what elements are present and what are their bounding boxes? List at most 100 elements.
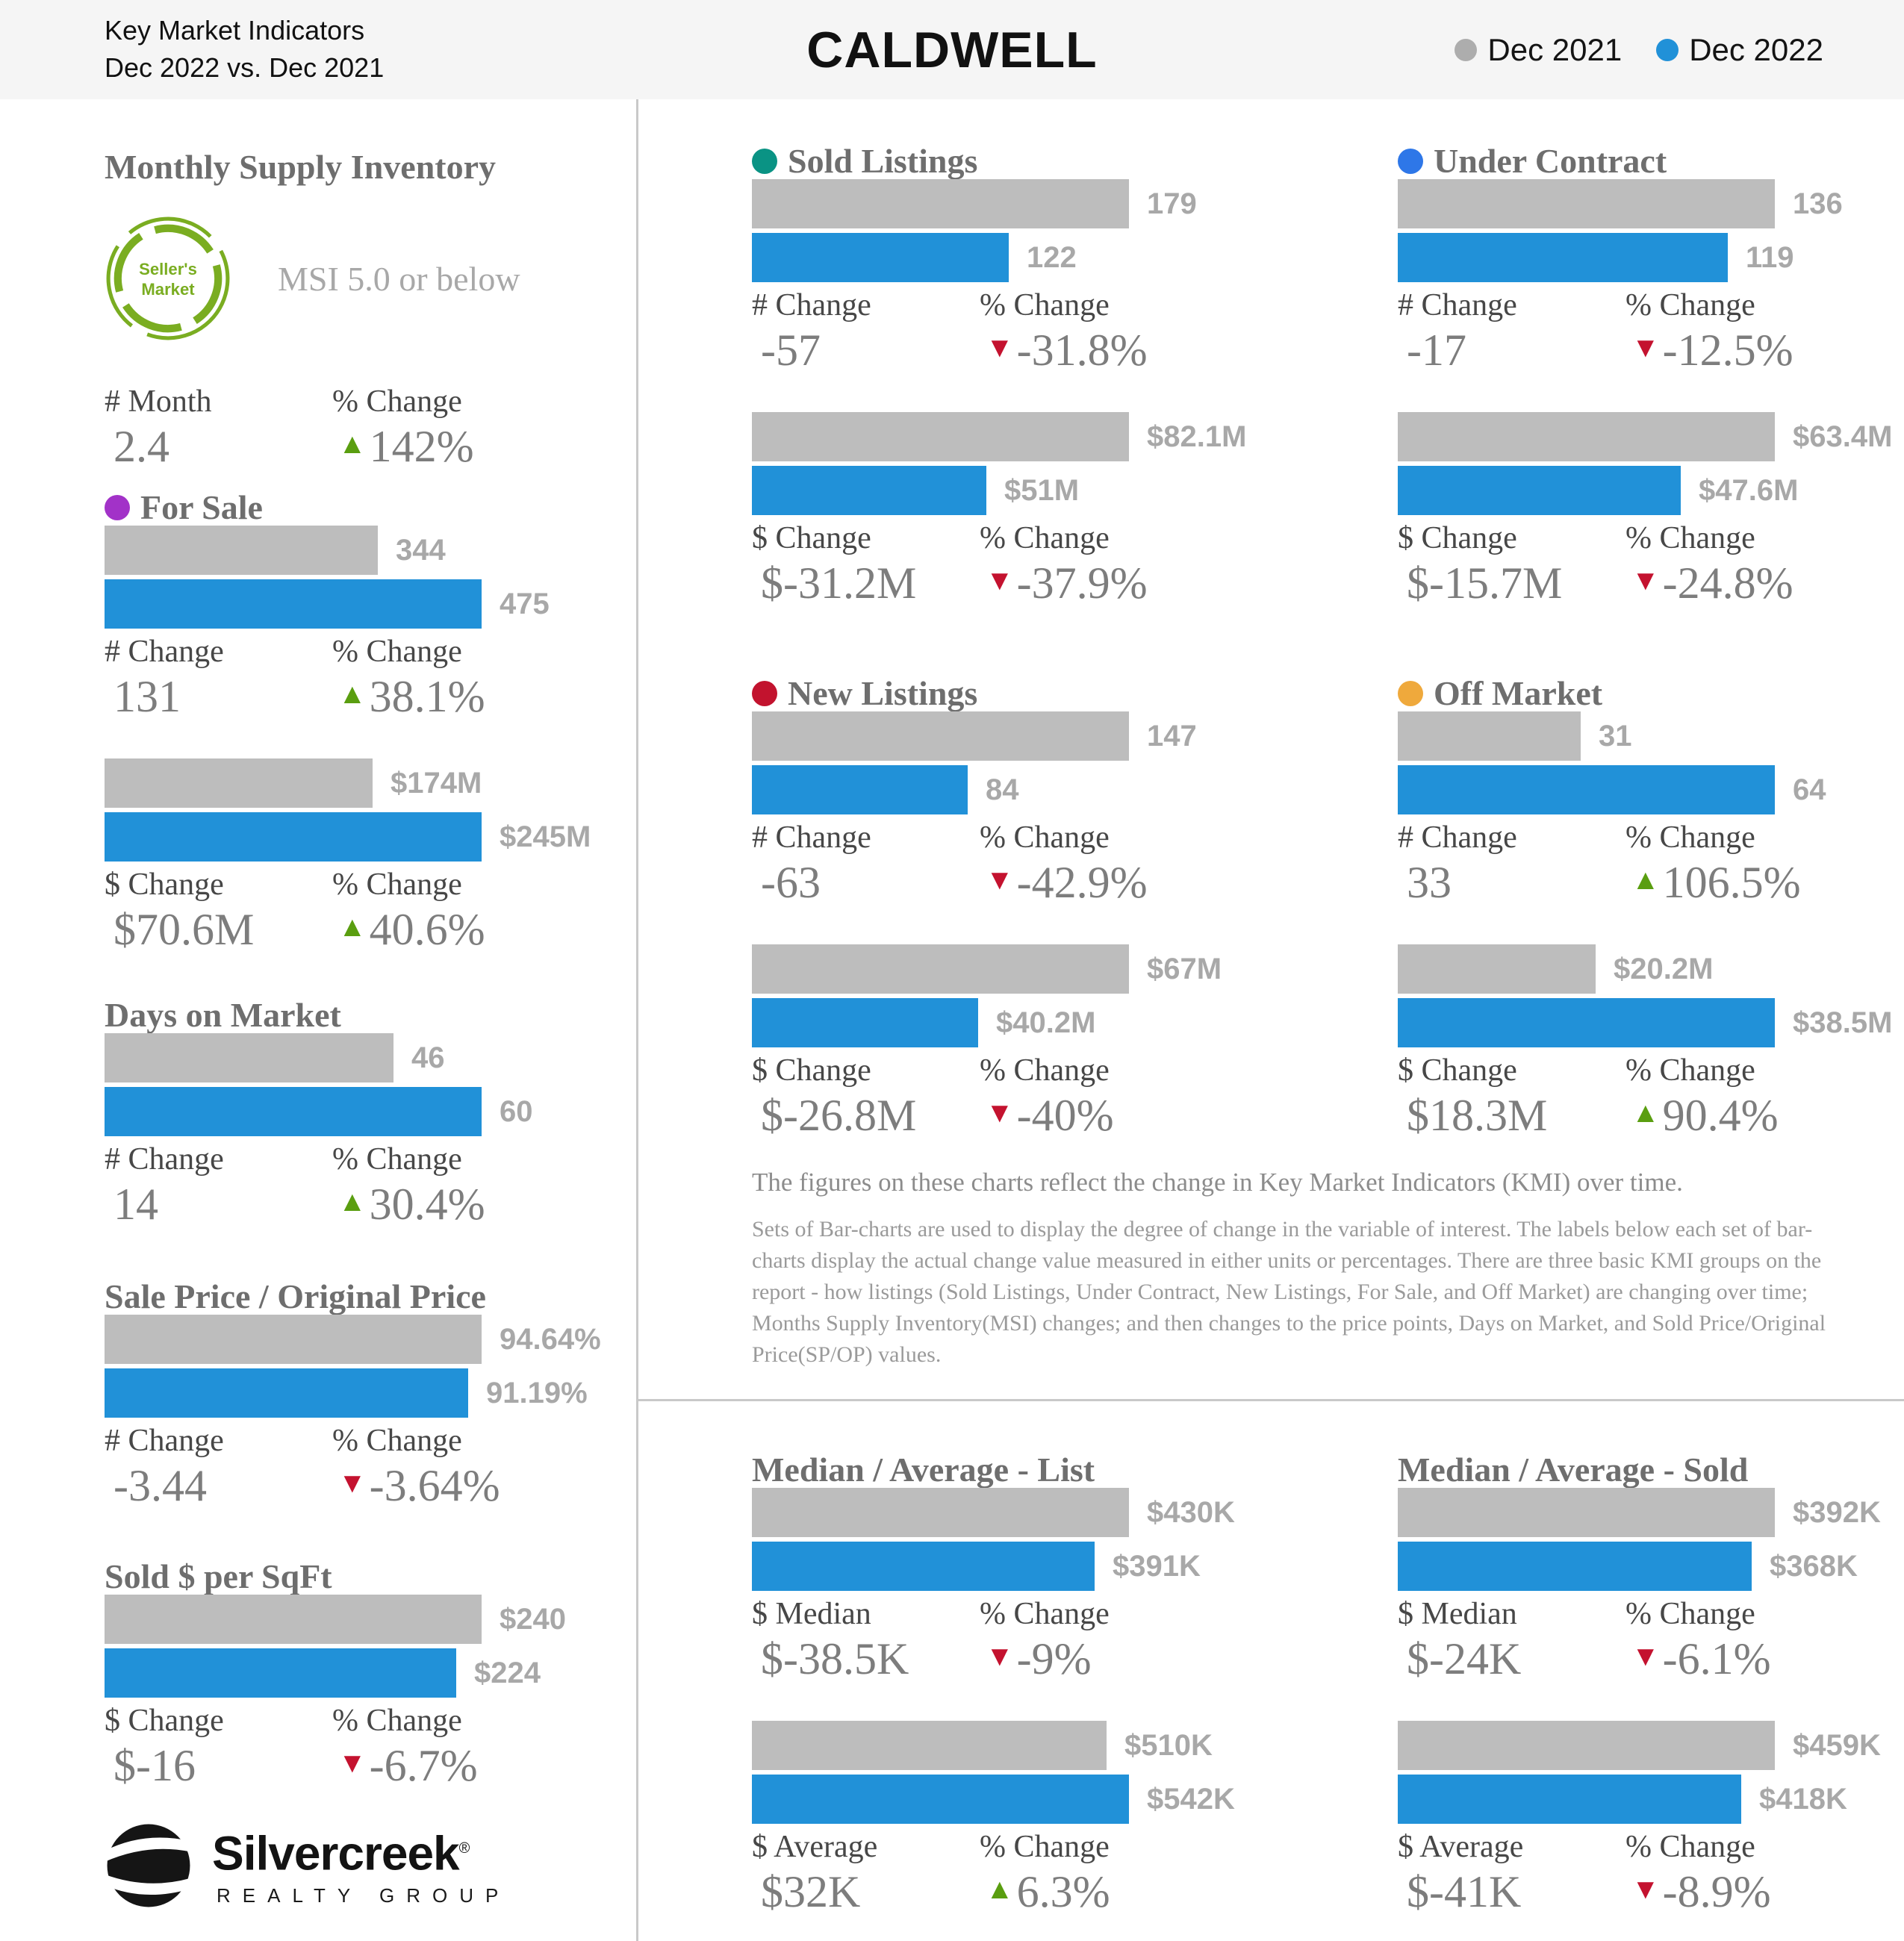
indicator-median-average-sold: Median / Average - Sold $392K $368K $ Me… xyxy=(1398,1452,1904,1916)
bar-dec-2021 xyxy=(752,1721,1107,1770)
stat-value: $-41K xyxy=(1407,1867,1522,1916)
stat-month: # Month 2.4 xyxy=(105,384,332,471)
bar-pair-average: $459K $418K xyxy=(1398,1721,1904,1824)
bar-pair-median: $392K $368K xyxy=(1398,1488,1904,1591)
bar-pair-units: 136 119 xyxy=(1398,179,1904,282)
bar-row-dec-2022: $51M xyxy=(752,466,1323,515)
indicator-title: Median / Average - Sold xyxy=(1398,1452,1904,1488)
bar-pair-dollars: $174M $245M xyxy=(105,758,636,862)
svg-text:Market: Market xyxy=(141,280,195,299)
bar-dec-2022 xyxy=(752,1542,1095,1591)
change-direction-icon: ▲ xyxy=(1631,1097,1660,1129)
stat-label: # Change xyxy=(1398,820,1517,855)
bar-value-label: 60 xyxy=(500,1094,533,1128)
stat-label: $ Average xyxy=(1398,1830,1524,1864)
bar-dec-2021 xyxy=(1398,179,1775,228)
bar-row-dec-2021: $392K xyxy=(1398,1488,1904,1537)
bar-dec-2022 xyxy=(105,1648,456,1698)
stat-label: $ Change xyxy=(1398,521,1517,555)
bar-row-dec-2021: 94.64% xyxy=(105,1315,636,1364)
svg-text:Seller's: Seller's xyxy=(139,260,197,278)
bar-dec-2021 xyxy=(105,1595,482,1644)
under-contract-dot-icon xyxy=(1398,149,1423,174)
bar-row-dec-2022: 122 xyxy=(752,233,1323,282)
stats-row: # Change -17 % Change ▼ -12.5% xyxy=(1398,288,1904,375)
bar-value-label: $82.1M xyxy=(1147,420,1247,453)
bar-dec-2021 xyxy=(752,412,1129,461)
stats-row: $ Change $-15.7M % Change ▼ -24.8% xyxy=(1398,521,1904,608)
stat-value: $-24K xyxy=(1407,1634,1522,1683)
bar-row-dec-2021: $20.2M xyxy=(1398,944,1904,994)
legend-dot-dec-2022-icon xyxy=(1656,38,1679,61)
stat-value: ▲ 38.1% xyxy=(338,672,485,721)
bar-dec-2022 xyxy=(1398,1542,1752,1591)
indicator-new-listings: New Listings 147 84 # Change -63 % Ch xyxy=(752,676,1323,1140)
indicator-title-text: Sold Listings xyxy=(788,142,978,180)
stat-pct-change: % Change ▲ 142% xyxy=(332,384,474,471)
stat-pct-change: % Change ▼ -42.9% xyxy=(980,820,1148,907)
indicator-title-text: Off Market xyxy=(1434,674,1603,712)
legend-item-dec-2021: Dec 2021 xyxy=(1455,32,1622,68)
logo-text: Silvercreek® REALTY GROUP xyxy=(212,1824,510,1907)
stat-pct-change: % Change ▼ -37.9% xyxy=(980,521,1148,608)
bar-value-label: $67M xyxy=(1147,952,1222,985)
stats-row: # Change 131 % Change ▲ 38.1% xyxy=(105,635,636,721)
silvercreek-globe-icon xyxy=(107,1824,190,1907)
stats-row: $ Change $-31.2M % Change ▼ -37.9% xyxy=(752,521,1323,608)
bar-value-label: $224 xyxy=(474,1656,541,1689)
report-title: Key Market Indicators Dec 2022 vs. Dec 2… xyxy=(105,12,384,87)
stat-label: % Change xyxy=(980,521,1110,555)
stat-pct-change: % Change ▲ 6.3% xyxy=(980,1830,1110,1916)
stat-label: $ Average xyxy=(752,1830,878,1864)
stat-value: ▼ -6.7% xyxy=(338,1741,478,1790)
change-direction-icon: ▼ xyxy=(986,1097,1014,1129)
bar-value-label: $20.2M xyxy=(1614,952,1714,985)
indicator-title: Monthly Supply Inventory xyxy=(105,149,636,185)
bar-value-label: $430K xyxy=(1147,1495,1235,1529)
bar-value-label: 46 xyxy=(411,1041,445,1074)
stat-label: % Change xyxy=(1625,1830,1755,1864)
bar-value-label: 119 xyxy=(1746,240,1794,274)
stat-label: # Change xyxy=(105,1142,224,1177)
bar-pair-dollars: $20.2M $38.5M xyxy=(1398,944,1904,1047)
bar-dec-2021 xyxy=(752,179,1129,228)
indicator-title: Sale Price / Original Price xyxy=(105,1279,636,1315)
bar-row-dec-2022: 475 xyxy=(105,579,636,629)
bar-pair-units: $240 $224 xyxy=(105,1595,636,1698)
indicator-monthly-supply-inventory: Monthly Supply Inventory Seller's Market… xyxy=(105,149,636,472)
bar-row-dec-2022: 84 xyxy=(752,765,1323,814)
stats-row: $ Change $-26.8M % Change ▼ -40% xyxy=(752,1053,1323,1140)
bar-dec-2021 xyxy=(1398,1721,1775,1770)
stat-value: $-38.5K xyxy=(761,1634,909,1683)
indicator-title: Days on Market xyxy=(105,997,636,1033)
stat-pct-change: % Change ▼ -31.8% xyxy=(980,288,1148,375)
bar-dec-2021 xyxy=(105,1315,482,1364)
bar-value-label: $63.4M xyxy=(1793,420,1893,453)
bar-dec-2022 xyxy=(752,233,1009,282)
brand-footer: Silvercreek® REALTY GROUP xyxy=(105,1822,636,1910)
bar-row-dec-2022: $368K xyxy=(1398,1542,1904,1591)
stat-value: ▼ -24.8% xyxy=(1631,558,1793,608)
msi-badge-row: Seller's Market MSI 5.0 or below xyxy=(105,215,636,342)
bar-row-dec-2022: $40.2M xyxy=(752,998,1323,1047)
stats-row: # Month 2.4 % Change ▲ 142% xyxy=(105,384,636,471)
stat-dollar-change: $ Change $18.3M xyxy=(1398,1053,1625,1140)
indicator-title: New Listings xyxy=(752,676,1323,711)
horizontal-divider xyxy=(638,1399,1904,1401)
stat-label: % Change xyxy=(1625,288,1755,323)
stat-label: # Change xyxy=(1398,288,1517,323)
bar-row-dec-2021: 147 xyxy=(752,711,1323,761)
legend-item-dec-2022: Dec 2022 xyxy=(1656,32,1823,68)
report-title-line2: Dec 2022 vs. Dec 2021 xyxy=(105,52,385,83)
stat-pct-change: % Change ▼ -12.5% xyxy=(1625,288,1793,375)
bar-row-dec-2022: $542K xyxy=(752,1775,1323,1824)
change-direction-icon: ▲ xyxy=(338,679,367,710)
bar-pair-units: 94.64% 91.19% xyxy=(105,1315,636,1418)
bar-dec-2021 xyxy=(1398,412,1775,461)
bar-pair-units: 147 84 xyxy=(752,711,1323,814)
stats-row: $ Average $32K % Change ▲ 6.3% xyxy=(752,1830,1323,1916)
indicator-title-text: Sale Price / Original Price xyxy=(105,1277,486,1315)
indicator-title-text: Days on Market xyxy=(105,996,341,1034)
stat-label: # Change xyxy=(752,288,871,323)
